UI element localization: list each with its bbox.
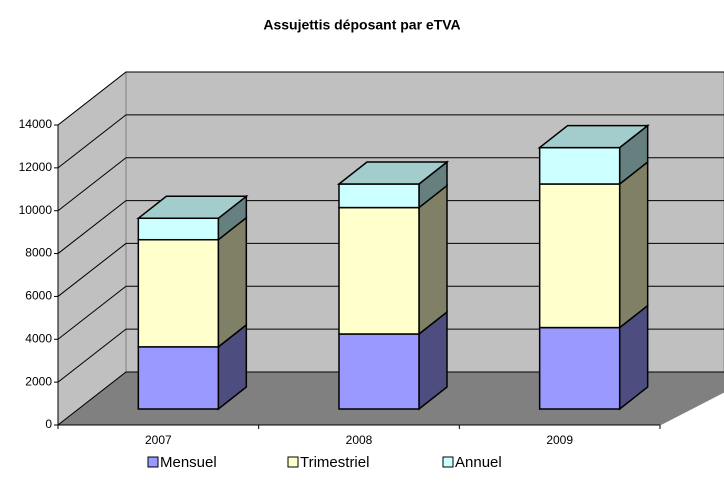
bar-front [538,183,621,329]
bar-side [618,160,649,330]
bar-front [137,217,220,241]
grid-line [57,328,724,383]
y-tick-label: 4000 [25,331,52,345]
legend-label: Trimestriel [300,454,369,471]
y-tick-label: 10000 [19,203,53,217]
grid-line [57,200,724,254]
legend-label: Annuel [455,454,502,471]
y-tick-label: 8000 [25,246,52,260]
y-tick-label: 12000 [19,160,53,174]
y-tick-label: 0 [45,417,52,431]
grid-line [57,114,724,169]
bar-segment [537,124,650,186]
x-tick-label: 2009 [546,433,573,447]
legend-swatch [287,456,299,468]
bar-segment [538,160,649,330]
legend-swatch [147,456,159,468]
bar-front [137,346,220,410]
bar-front [338,206,420,335]
bar-segment [336,160,450,210]
bar-segment [538,304,649,411]
bar-front [137,238,220,348]
grid-line [57,242,724,297]
bar-front [538,326,621,410]
legend-label: Mensuel [160,454,217,471]
side-wall [57,70,127,427]
y-tick-label: 2000 [25,374,52,388]
x-tick-label: 2007 [145,433,172,447]
bar-top [136,195,249,220]
grid-line [57,71,724,126]
bar-front [338,333,420,410]
x-tick-label: 2008 [346,433,373,447]
y-tick-label: 6000 [25,289,52,303]
bar-segment [338,184,448,336]
bar-front [538,146,621,185]
bar-front [338,183,420,209]
bar-segment [136,194,249,242]
bar-top [537,124,650,149]
legend-swatch [442,456,454,468]
y-tick-label: 14000 [19,117,53,131]
grid-line [57,157,724,212]
bar-top [336,161,450,185]
bar-side [418,184,448,336]
grid-line [57,371,724,426]
chart-title: Assujettis déposant par eTVA [263,17,460,33]
bar-segment [137,216,248,349]
grid-line [57,285,724,340]
